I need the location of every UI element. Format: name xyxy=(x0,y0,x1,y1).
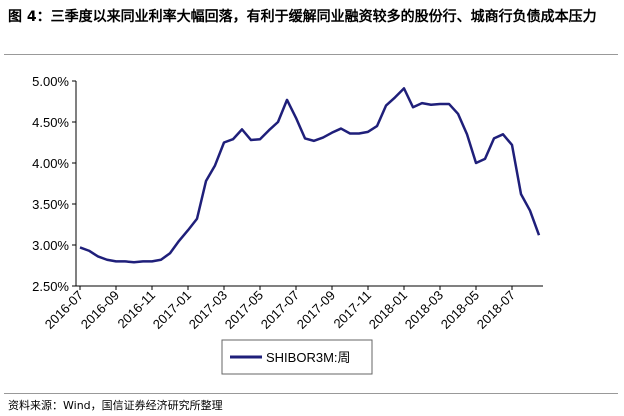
y-tick-label: 4.50% xyxy=(32,115,69,130)
x-tick-label: 2017-01 xyxy=(150,288,194,332)
x-tick-label: 2017-11 xyxy=(330,288,374,332)
x-tick-label: 2016-07 xyxy=(42,288,86,332)
legend-box xyxy=(221,339,373,375)
x-tick-label: 2016-11 xyxy=(114,288,158,332)
source-note: 资料来源：Wind，国信证券经济研究所整理 xyxy=(8,399,223,412)
source-rule xyxy=(4,393,618,394)
x-tick-label: 2017-07 xyxy=(258,288,302,332)
x-tick-label: 2018-05 xyxy=(438,288,482,332)
x-tick-label: 2017-09 xyxy=(294,288,338,332)
y-tick-label: 5.00% xyxy=(32,74,69,89)
title-text: 三季度以来同业利率大幅回落，有利于缓解同业融资较多的股份行、城商行负债成本压力 xyxy=(50,9,597,25)
y-tick-label: 3.50% xyxy=(32,197,69,212)
x-tick-label: 2018-01 xyxy=(366,288,410,332)
title-label: 图 4： xyxy=(8,9,51,25)
y-tick-label: 4.00% xyxy=(32,156,69,171)
y-tick-label: 3.00% xyxy=(32,238,69,253)
x-tick-label: 2017-03 xyxy=(186,288,230,332)
x-tick-label: 2018-03 xyxy=(402,288,446,332)
title-rule xyxy=(4,54,618,55)
x-tick-label: 2017-05 xyxy=(222,288,266,332)
x-tick-label: 2018-07 xyxy=(474,288,518,332)
series-line xyxy=(79,87,541,264)
chart-title: 图 4：三季度以来同业利率大幅回落，有利于缓解同业融资较多的股份行、城商行负债成… xyxy=(8,6,614,28)
legend-label: SHIBOR3M:周 xyxy=(266,350,351,365)
x-tick-label: 2016-09 xyxy=(78,288,122,332)
y-tick-label: 2.50% xyxy=(32,279,69,294)
